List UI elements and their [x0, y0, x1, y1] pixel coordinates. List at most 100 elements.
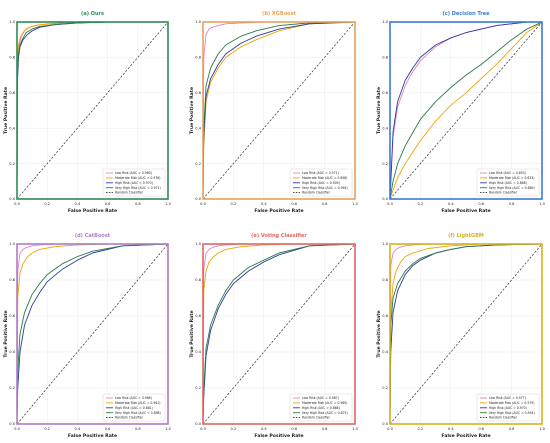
x-tick-label: 0.2: [44, 202, 50, 206]
panel-title: (f) LightGBM: [448, 233, 484, 239]
legend-label: High Risk (AUC = 0.881): [115, 406, 153, 410]
y-tick-label: 0.4: [195, 126, 201, 130]
y-tick-label: 0.2: [382, 386, 388, 390]
y-tick-label: 0.6: [382, 314, 388, 318]
legend-label: Moderate Risk (AUC = 0.898): [302, 176, 347, 180]
panel-title: (e) Voting Classifier: [251, 233, 307, 239]
x-tick-label: 0.2: [231, 202, 237, 206]
legend-box: [476, 393, 540, 422]
legend-label: Moderate Risk (AUC = 0.979): [489, 401, 534, 405]
y-tick-label: 1.0: [195, 20, 201, 24]
x-tick-label: 0.0: [14, 202, 20, 206]
x-tick-label: 0.0: [387, 202, 393, 206]
x-axis-label: False Positive Rate: [441, 208, 490, 214]
legend-label: High Risk (AUC = 0.909): [302, 181, 340, 185]
legend-label: High Risk (AUC = 0.970): [489, 406, 527, 410]
x-tick-label: 0.8: [509, 202, 515, 206]
y-tick-label: 0.4: [382, 350, 388, 354]
legend-label: Low Risk (AUC = 0.853): [489, 171, 526, 175]
x-tick-label: 0.4: [261, 202, 267, 206]
y-tick-label: 0.6: [9, 314, 15, 318]
x-tick-label: 0.0: [200, 202, 206, 206]
y-tick-label: 0.6: [382, 91, 388, 95]
x-tick-label: 1.0: [165, 202, 171, 206]
y-tick-label: 0.4: [9, 126, 15, 130]
x-axis-label: False Positive Rate: [68, 208, 117, 214]
legend-label: Low Risk (AUC = 0.971): [302, 171, 339, 175]
roc-curve-random: [389, 243, 543, 425]
roc-panel-3: (c) Decision Tree 0.0 0.2 0.4 0.6 0.8 1.0 0.0 0.…: [376, 11, 546, 214]
x-tick-label: 0.8: [322, 202, 328, 206]
legend-box: [289, 168, 353, 197]
y-axis-label: True Positive Rate: [376, 87, 382, 134]
y-tick-label: 1.0: [9, 20, 15, 24]
panel-frame: [202, 21, 356, 200]
x-tick-label: 0.8: [135, 427, 141, 431]
legend-label: Moderate Risk (AUC = 0.978): [115, 176, 160, 180]
x-tick-label: 1.0: [352, 202, 358, 206]
roc-curve-very-high: [202, 243, 356, 425]
roc-panel-2: (b) XGBoost 0.0 0.2 0.4 0.6 0.8 1.0 0.0 0.2 0.4 0.…: [189, 11, 359, 214]
y-axis-label: True Positive Rate: [3, 87, 9, 134]
y-tick-label: 0.0: [382, 422, 388, 426]
y-tick-label: 0.8: [9, 56, 15, 60]
x-tick-label: 0.2: [231, 427, 237, 431]
legend-label: Low Risk (AUC = 0.960): [115, 171, 152, 175]
roc-curve-very-high: [202, 21, 356, 200]
y-tick-label: 0.0: [9, 422, 15, 426]
legend: Low Risk (AUC = 0.986)Moderate Risk (AUC…: [102, 393, 166, 422]
legend-box: [476, 168, 540, 197]
legend-label: Very High Risk (AUC = 0.689): [489, 186, 535, 190]
x-tick-label: 1.0: [352, 427, 358, 431]
panel-title: (b) XGBoost: [262, 11, 297, 17]
x-axis-label: False Positive Rate: [441, 433, 490, 439]
legend-label: Random Classifier: [302, 416, 331, 420]
legend-label: Moderate Risk (AUC = 0.633): [489, 176, 534, 180]
legend: Low Risk (AUC = 0.971)Moderate Risk (AUC…: [289, 168, 353, 197]
legend-label: Random Classifier: [302, 191, 331, 195]
y-tick-label: 1.0: [382, 242, 388, 246]
panel-frame: [389, 243, 543, 425]
x-tick-label: 0.4: [448, 202, 454, 206]
roc-curve-very-high: [389, 243, 543, 425]
x-tick-label: 1.0: [165, 427, 171, 431]
y-tick-label: 0.8: [382, 278, 388, 282]
roc-curve-high: [202, 21, 356, 200]
y-tick-label: 0.2: [9, 386, 15, 390]
legend-box: [102, 168, 166, 197]
legend-label: Very High Risk (AUC = 0.944): [302, 186, 348, 190]
x-axis-label: False Positive Rate: [254, 433, 303, 439]
legend-label: Moderate Risk (AUC = 0.965): [302, 401, 347, 405]
roc-curve-random: [16, 21, 169, 200]
legend-label: Very High Risk (AUC = 0.954): [489, 411, 535, 415]
x-tick-label: 0.4: [448, 427, 454, 431]
y-axis-label: True Positive Rate: [189, 87, 195, 134]
y-tick-label: 0.8: [9, 278, 15, 282]
y-tick-label: 0.0: [195, 197, 201, 201]
legend-label: High Risk (AUC = 0.970): [115, 181, 153, 185]
x-tick-label: 1.0: [539, 202, 545, 206]
roc-panel-1: (a) Ours 0.0 0.2 0.4 0.6 0.8 1.0 0.0 0.2 0.4 0.6 0.…: [3, 11, 172, 214]
legend-label: Low Risk (AUC = 0.986): [115, 396, 152, 400]
legend-label: Very High Risk (AUC = 0.971): [115, 186, 161, 190]
y-tick-label: 0.2: [9, 162, 15, 166]
legend-label: Moderate Risk (AUC = 0.961): [115, 401, 160, 405]
panel-frame: [389, 21, 543, 200]
legend-box: [289, 393, 353, 422]
panel-frame: [202, 243, 356, 425]
legend-label: Random Classifier: [115, 416, 144, 420]
x-tick-label: 0.8: [322, 427, 328, 431]
y-tick-label: 1.0: [195, 242, 201, 246]
x-tick-label: 0.4: [75, 427, 81, 431]
y-tick-label: 0.0: [195, 422, 201, 426]
legend-label: Low Risk (AUC = 0.977): [489, 396, 526, 400]
x-tick-label: 0.6: [291, 202, 297, 206]
y-axis-label: True Positive Rate: [189, 310, 195, 357]
x-tick-label: 0.8: [135, 202, 141, 206]
legend-label: Random Classifier: [115, 191, 144, 195]
x-axis-label: False Positive Rate: [254, 208, 303, 214]
roc-curve-random: [202, 21, 356, 200]
legend-label: High Risk (AUC = 0.868): [302, 406, 340, 410]
